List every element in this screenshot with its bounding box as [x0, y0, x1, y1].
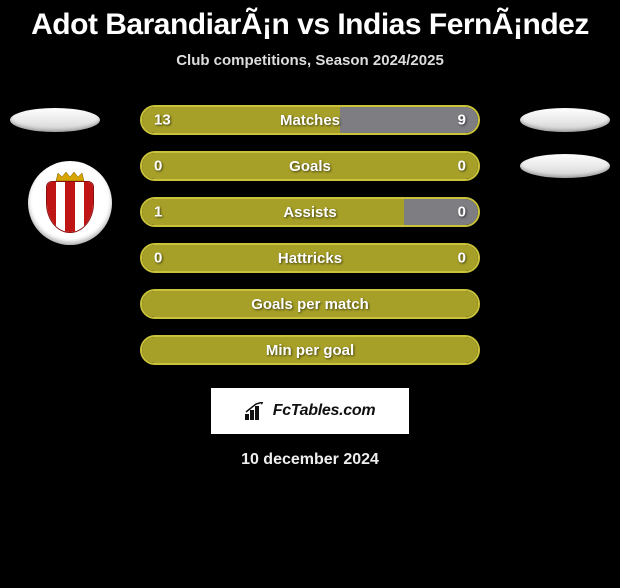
snapshot-date: 10 december 2024: [0, 451, 620, 469]
bar-track: 1 Assists 0: [140, 197, 480, 227]
stat-row-matches: 13 Matches 9: [0, 97, 620, 143]
crown-icon: [54, 171, 86, 181]
bar-value-left: 0: [154, 158, 162, 175]
fctables-icon: [245, 402, 267, 420]
bar-track: Goals per match: [140, 289, 480, 319]
page-title: Adot BarandiarÃ¡n vs Indias FernÃ¡ndez: [0, 8, 620, 42]
stat-row-hattricks: 0 Hattricks 0: [0, 235, 620, 281]
club-crest-badge: [28, 161, 112, 245]
bar-track: 13 Matches 9: [140, 105, 480, 135]
watermark-text: FcTables.com: [273, 402, 376, 420]
player-badge-oval: [520, 154, 610, 178]
bar-label: Goals: [289, 158, 331, 175]
player-badge-oval: [520, 108, 610, 132]
bar-track: 0 Hattricks 0: [140, 243, 480, 273]
bar-value-right: 0: [458, 158, 466, 175]
stat-row-gpm: Goals per match: [0, 281, 620, 327]
bar-value-left: 13: [154, 112, 171, 129]
right-player-badge-slot: [510, 97, 620, 143]
right-player-badge-slot: [510, 143, 620, 189]
bar-value-right: 0: [458, 204, 466, 221]
bar-label: Matches: [280, 112, 340, 129]
bar-fill-right: [404, 199, 478, 225]
bar-value-right: 0: [458, 250, 466, 267]
bar-label: Min per goal: [266, 342, 354, 359]
bar-label: Assists: [283, 204, 336, 221]
watermark-badge: FcTables.com: [210, 387, 410, 435]
bar-label: Hattricks: [278, 250, 342, 267]
left-player-badge-slot: [0, 97, 110, 143]
bar-track: Min per goal: [140, 335, 480, 365]
bar-label: Goals per match: [251, 296, 369, 313]
bar-track: 0 Goals 0: [140, 151, 480, 181]
club-crest-icon: [46, 173, 94, 233]
player-badge-oval: [10, 108, 100, 132]
bar-fill-left: [142, 199, 404, 225]
bar-value-right: 9: [458, 112, 466, 129]
bar-value-left: 0: [154, 250, 162, 267]
subtitle: Club competitions, Season 2024/2025: [0, 52, 620, 69]
stat-row-mpg: Min per goal: [0, 327, 620, 373]
comparison-chart: 13 Matches 9 0 Goals 0 1 Assists: [0, 97, 620, 373]
bar-value-left: 1: [154, 204, 162, 221]
